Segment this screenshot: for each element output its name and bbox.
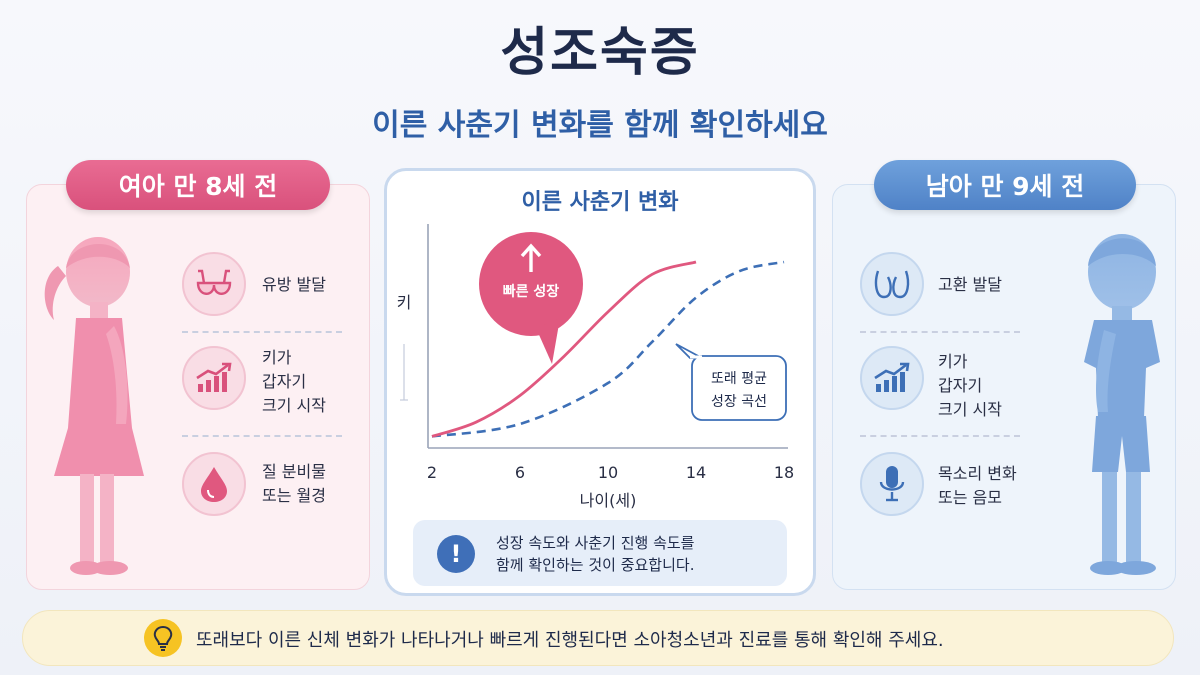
x-tick-label: 2 <box>427 463 437 482</box>
x-tick-label: 6 <box>515 463 525 482</box>
microphone-icon <box>860 452 924 516</box>
drop-icon <box>182 452 246 516</box>
fast-growth-callout: 빠른 성장 <box>479 232 583 364</box>
average-label-line2: 성장 곡선 <box>711 394 767 410</box>
girl-item-discharge: 질 분비물 또는 월경 <box>262 462 326 505</box>
boy-item-growth: 키가 갑자기 크기 시작 <box>938 352 1002 419</box>
fast-growth-label: 빠른 성장 <box>503 283 560 300</box>
page-title: 성조숙증 <box>500 23 700 83</box>
info-text: 성장 속도와 사춘기 진행 속도를 함께 확인하는 것이 중요합니다. <box>496 534 695 574</box>
x-tick-label: 10 <box>598 463 618 482</box>
info-box <box>413 520 787 586</box>
girl-item-breast: 유방 발달 <box>262 275 326 294</box>
growth-chart-icon <box>860 346 924 410</box>
divider <box>182 435 342 437</box>
testes-icon <box>860 252 924 316</box>
girl-item-growth: 키가 갑자기 크기 시작 <box>262 348 326 415</box>
x-tick-label: 18 <box>774 463 794 482</box>
boy-figure-icon <box>1084 234 1160 575</box>
series-average-line <box>431 260 785 438</box>
growth-chart-icon <box>182 346 246 410</box>
bra-icon <box>182 252 246 316</box>
y-axis-label: 키 <box>397 293 412 312</box>
divider <box>182 331 342 333</box>
growth-chart: 키 나이(세) 2 6 10 14 18 빠른 성장 또래 평균 성장 곡선 <box>397 224 794 510</box>
divider <box>860 331 1020 333</box>
x-axis-label: 나이(세) <box>580 491 637 510</box>
boy-item-testes: 고환 발달 <box>938 275 1002 294</box>
center-title: 이른 사춘기 변화 <box>521 190 679 215</box>
page-subtitle: 이른 사춘기 변화를 함께 확인하세요 <box>372 108 828 143</box>
series-fast-line <box>431 260 697 438</box>
divider <box>860 435 1020 437</box>
footer-bar <box>22 610 1174 666</box>
girl-figure-icon <box>44 237 144 575</box>
boy-age-label: 남아 만 9세 전 <box>874 160 1136 210</box>
girl-age-label: 여아 만 8세 전 <box>66 160 330 210</box>
boy-item-voice: 목소리 변화 또는 음모 <box>938 464 1017 507</box>
exclamation-icon: ! <box>437 535 475 573</box>
average-label-line1: 또래 평균 <box>711 371 767 387</box>
x-tick-label: 14 <box>686 463 706 482</box>
average-callout: 또래 평균 성장 곡선 <box>675 343 787 421</box>
lightbulb-icon <box>144 619 182 657</box>
arrow-up-icon <box>520 243 542 272</box>
footer-text: 또래보다 이른 신체 변화가 나타나거나 빠르게 진행된다면 소아청소년과 진료… <box>196 630 944 651</box>
